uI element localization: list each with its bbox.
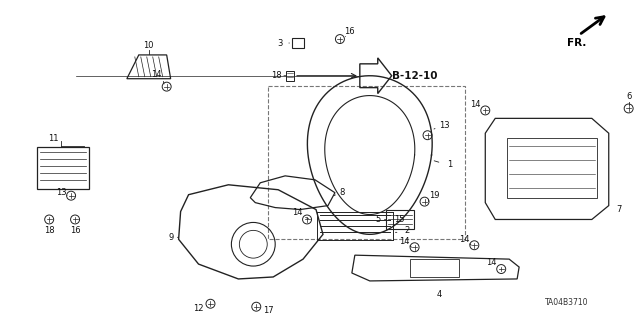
Text: 14: 14 [486,258,497,267]
Bar [268,85,465,239]
Text: 14: 14 [152,70,162,79]
Bar [286,71,294,81]
Text: 3: 3 [278,39,283,48]
Text: 16: 16 [70,226,81,235]
Text: 18: 18 [44,226,54,235]
Bar [37,147,89,189]
Text: 16: 16 [344,26,355,36]
Text: 6: 6 [626,92,631,101]
Text: 14: 14 [470,100,481,109]
Bar [292,38,304,48]
Bar [410,259,460,277]
Text: 2: 2 [404,226,409,235]
Text: 7: 7 [616,205,621,214]
Text: TA04B3710: TA04B3710 [545,298,589,307]
FancyArrowPatch shape [581,17,604,33]
Text: 18: 18 [271,71,282,80]
Text: 19: 19 [429,191,440,200]
Text: B-12-10: B-12-10 [392,71,437,81]
Text: 17: 17 [263,306,273,315]
Text: 4: 4 [437,290,442,299]
Text: 14: 14 [399,237,410,246]
Text: 8: 8 [339,188,344,197]
Bar [507,138,596,198]
Bar [386,210,413,229]
Text: 9: 9 [168,233,173,242]
Text: 14: 14 [459,235,470,244]
Text: 14: 14 [292,208,302,217]
Text: 12: 12 [193,304,204,313]
Text: 13: 13 [439,121,450,130]
Text: 10: 10 [143,41,154,49]
Text: FR.: FR. [567,38,587,48]
Text: 5: 5 [375,215,380,224]
Text: 15: 15 [394,215,405,224]
Text: 13: 13 [56,188,67,197]
Text: 1: 1 [447,160,452,169]
Text: 11: 11 [48,134,58,143]
